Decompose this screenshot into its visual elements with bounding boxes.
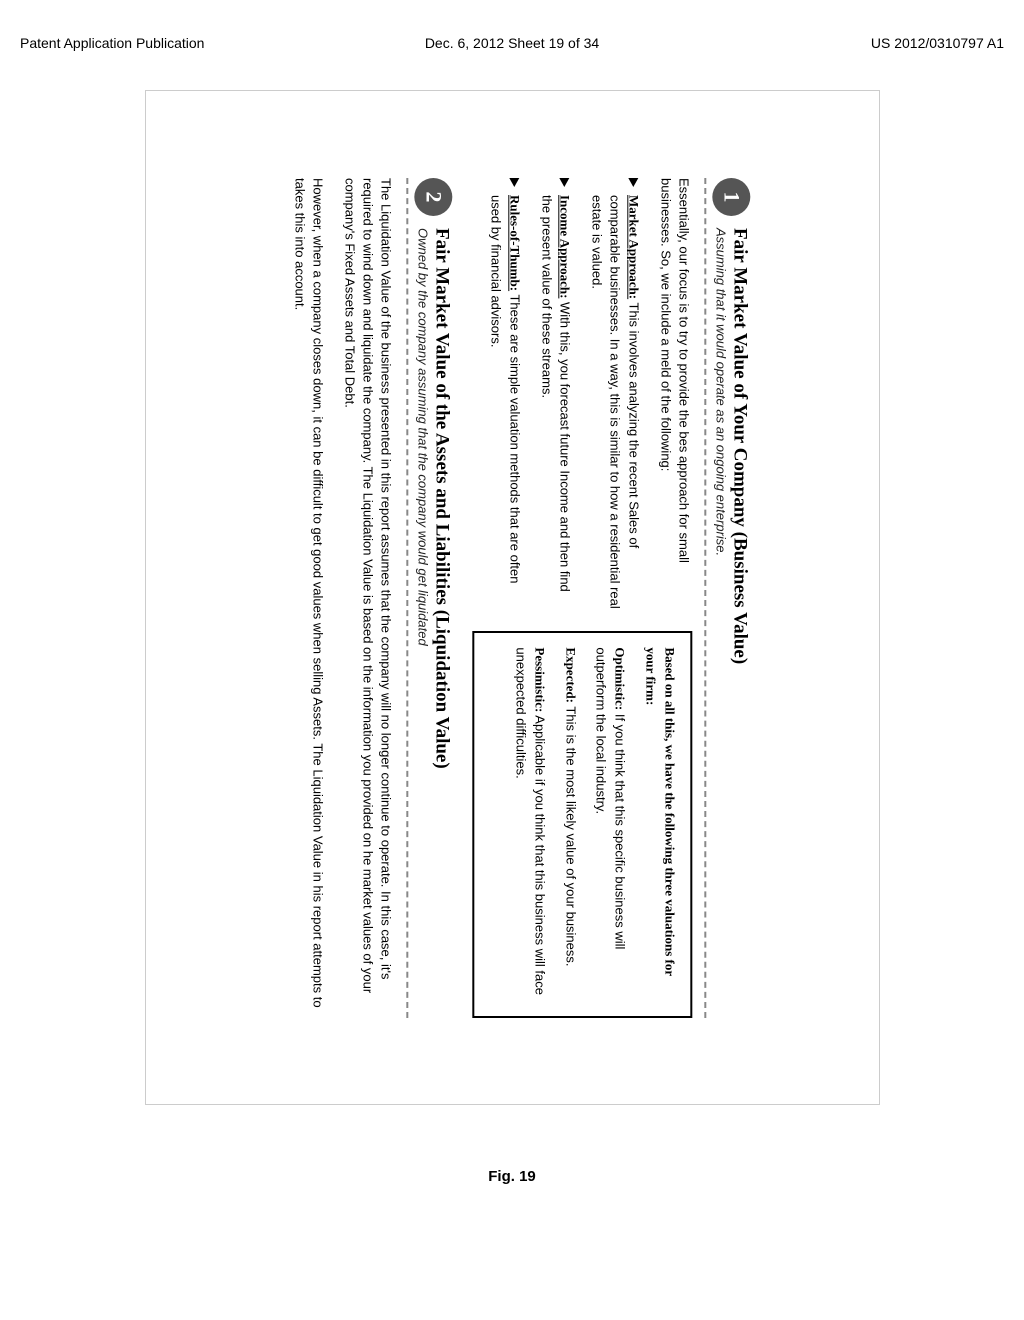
section-1-body: Essentially, our focus is to try to prov… <box>472 178 692 1018</box>
box-item-label: Pessimistic: <box>532 647 547 712</box>
section-1-title: Fair Market Value of Your Company (Busin… <box>728 228 750 664</box>
header-center: Dec. 6, 2012 Sheet 19 of 34 <box>425 35 599 51</box>
bullet-market: Market Approach: This involves analyzing… <box>587 178 642 611</box>
triangle-icon <box>509 178 519 187</box>
header-right: US 2012/0310797 A1 <box>871 35 1004 51</box>
section-2-subtitle: Owned by the company assuming that the c… <box>415 228 430 769</box>
section-2-para-2: However, when a company closes down, it … <box>289 178 325 1018</box>
box-item-expected: Expected: This is the most likely value … <box>560 647 579 1002</box>
badge-1: 1 <box>712 178 750 216</box>
box-item-text: This is the most likely value of your bu… <box>562 703 577 967</box>
triangle-icon <box>627 178 637 187</box>
bullet-label: Rules-of-Thumb: <box>507 195 522 291</box>
triangle-icon <box>559 178 569 187</box>
section-1-header: 1 Fair Market Value of Your Company (Bus… <box>704 178 750 1018</box>
box-item-pessimistic: Pessimistic: Applicable if you think tha… <box>510 647 548 1002</box>
header-left: Patent Application Publication <box>20 35 204 51</box>
valuation-box: Based on all this, we have the following… <box>472 631 692 1018</box>
bullet-income: Income Approach: With this, you forecast… <box>537 178 573 611</box>
box-heading: Based on all this, we have the following… <box>640 647 678 1002</box>
bullet-label: Market Approach: <box>625 195 640 299</box>
section-1-subtitle: Assuming that it would operate as an ong… <box>713 228 728 664</box>
box-item-optimistic: Optimistic: If you think that this speci… <box>590 647 628 1002</box>
section-2-header: 2 Fair Market Value of the Assets and Li… <box>406 178 452 1018</box>
section-1-left-col: Essentially, our focus is to try to prov… <box>472 178 692 611</box>
figure-label: Fig. 19 <box>488 1168 536 1185</box>
rotated-content: 1 Fair Market Value of Your Company (Bus… <box>275 178 750 1018</box>
section-2-title: Fair Market Value of the Assets and Liab… <box>430 228 452 769</box>
badge-2: 2 <box>414 178 452 216</box>
box-item-label: Expected: <box>562 647 577 703</box>
section-1-intro: Essentially, our focus is to try to prov… <box>655 178 691 611</box>
box-item-label: Optimistic: <box>612 647 627 710</box>
page-frame: 1 Fair Market Value of Your Company (Bus… <box>145 90 880 1105</box>
bullet-rules: Rules-of-Thumb: These are simple valuati… <box>486 178 522 611</box>
section-2-para-1: The Liquidation Value of the business pr… <box>340 178 395 1018</box>
bullet-label: Income Approach: <box>557 195 572 298</box>
